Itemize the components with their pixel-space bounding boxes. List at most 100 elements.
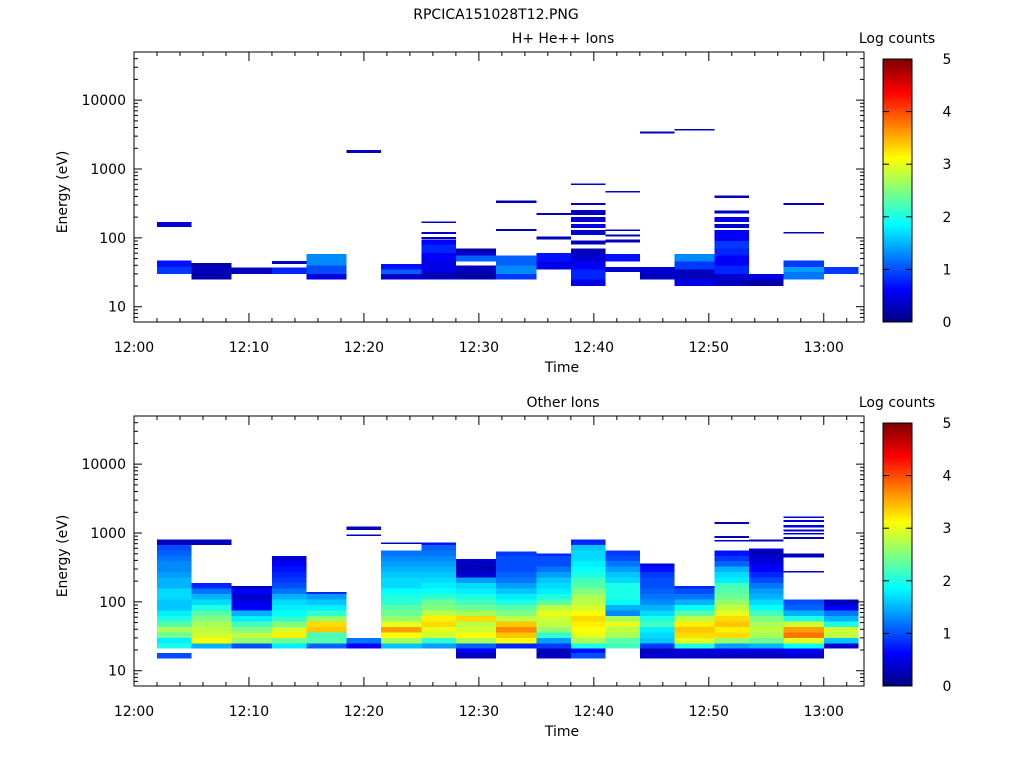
heatmap-cell [156, 653, 192, 659]
heatmap-cell [496, 255, 537, 266]
heatmap-cell [231, 632, 272, 638]
heatmap-cell [639, 648, 675, 654]
colorbar-swatch [883, 472, 912, 477]
heatmap-cell [605, 599, 640, 606]
colorbar-swatch [883, 580, 912, 585]
heatmap-cell [714, 521, 750, 525]
colorbar-tick-label: 2 [943, 574, 952, 590]
colorbar-swatch [883, 670, 912, 674]
colorbar-swatch [883, 130, 912, 134]
heatmap-cell [496, 588, 537, 595]
heatmap-cell [749, 566, 784, 573]
heatmap-cell [749, 610, 784, 617]
heatmap-cell [156, 627, 192, 633]
y-tick-label: 1000 [90, 162, 126, 178]
heatmap-cell [271, 555, 307, 562]
heatmap-cell [231, 588, 272, 595]
heatmap-cell [421, 583, 456, 589]
heatmap-cell [749, 561, 784, 567]
heatmap-cell [271, 261, 307, 264]
heatmap-cell [496, 551, 537, 556]
heatmap-cell [714, 265, 750, 274]
heatmap-cell [191, 539, 232, 545]
heatmap-cell [271, 267, 307, 274]
colorbar-swatch [883, 528, 912, 532]
heatmap-cell [570, 572, 606, 578]
x-tick-label: 12:40 [574, 340, 614, 356]
heatmap-cell [496, 200, 537, 204]
colorbar-swatch [883, 591, 912, 595]
colorbar-swatch [883, 565, 912, 569]
colorbar-swatch [883, 446, 912, 450]
colorbar-swatch [883, 258, 912, 263]
colorbar-swatch [883, 87, 912, 92]
heatmap-cell [749, 599, 784, 606]
x-tick-label: 12:40 [574, 704, 614, 720]
heatmap-cell [536, 594, 571, 600]
heatmap-cell [191, 588, 232, 595]
heatmap-cell [823, 599, 859, 606]
heatmap-cell [455, 271, 497, 280]
heatmap-cell [306, 591, 347, 595]
heatmap-cell [570, 217, 606, 222]
colorbar-tick-label: 2 [943, 210, 952, 226]
x-tick-label: 12:50 [689, 340, 729, 356]
colorbar-swatch [883, 206, 912, 210]
colorbar [883, 423, 912, 687]
heatmap-cell [714, 566, 750, 573]
heatmap-cell [605, 616, 640, 622]
colorbar-swatch [883, 208, 912, 213]
colorbar-swatch [883, 678, 912, 682]
colorbar-swatch [883, 578, 912, 582]
colorbar-swatch [883, 114, 912, 118]
heatmap-cell [783, 537, 824, 539]
heatmap-cell [605, 583, 640, 589]
colorbar-swatch [883, 530, 912, 535]
colorbar-swatch [883, 459, 912, 464]
heatmap-cell [714, 555, 750, 562]
heatmap-cell [674, 279, 715, 286]
heatmap-cell [714, 195, 750, 198]
y-tick-label: 100 [99, 595, 126, 611]
colorbar-swatch [883, 82, 912, 86]
heatmap-cell [783, 605, 824, 611]
heatmap-cell [536, 253, 571, 262]
colorbar-swatch [883, 625, 912, 629]
colorbar-swatch [883, 504, 912, 508]
heatmap-cell [191, 583, 232, 589]
heatmap-cell [231, 605, 272, 611]
heatmap-cell [536, 588, 571, 595]
colorbar-swatch [883, 216, 912, 221]
heatmap-cell [271, 621, 307, 628]
colorbar-swatch [883, 290, 912, 294]
heatmap-cell [674, 594, 715, 600]
heatmap-cell [156, 539, 192, 545]
heatmap-cell [536, 236, 571, 240]
heatmap-cell [570, 544, 606, 551]
heatmap-cell [421, 588, 456, 595]
heatmap-cell [191, 627, 232, 633]
colorbar-swatch [883, 248, 912, 252]
heatmap-cell [749, 643, 784, 649]
colorbar-swatch [883, 153, 912, 157]
heatmap-cell [381, 621, 422, 628]
heatmap-cell [346, 643, 382, 649]
heatmap-cell [674, 129, 715, 131]
heatmap-cell [271, 627, 307, 633]
heatmap-cell [674, 643, 715, 649]
heatmap-cell [570, 183, 606, 185]
heatmap-cell [714, 588, 750, 595]
heatmap-cell [823, 616, 859, 622]
heatmap-cell [231, 585, 272, 589]
heatmap-cell [749, 648, 784, 654]
heatmap-cell [421, 244, 456, 254]
heatmap-cell [639, 616, 675, 622]
heatmap-cell [749, 555, 784, 562]
heatmap-cell [381, 273, 422, 280]
heatmap-cell [639, 632, 675, 638]
heatmap-cell [749, 605, 784, 611]
colorbar-swatch [883, 72, 912, 76]
colorbar-swatch [883, 454, 912, 458]
colorbar-swatch [883, 172, 912, 176]
